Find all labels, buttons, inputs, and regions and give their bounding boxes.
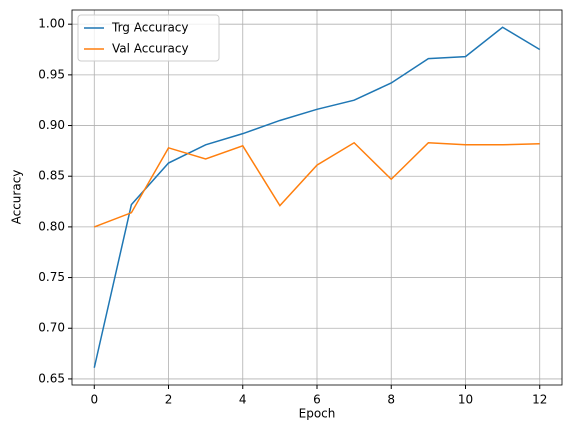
y-tick-label: 0.80 [38, 219, 65, 233]
x-tick-label: 2 [165, 393, 173, 407]
series-line [93, 26, 541, 368]
y-tick-label: 0.75 [38, 270, 65, 284]
y-tick-label: 0.85 [38, 169, 65, 183]
x-tick-label: 4 [239, 393, 247, 407]
y-tick-label: 0.70 [38, 321, 65, 335]
y-tick-label: 1.00 [38, 17, 65, 31]
y-axis-label: Accuracy [10, 170, 24, 225]
x-tick-label: 8 [387, 393, 395, 407]
legend-label: Trg Accuracy [111, 21, 189, 35]
x-tick-label: 6 [313, 393, 321, 407]
legend-label: Val Accuracy [112, 42, 189, 56]
y-tick-label: 0.65 [38, 371, 65, 385]
series-line [94, 141, 540, 228]
legend-box [77, 14, 220, 62]
y-tick-label: 0.95 [38, 67, 65, 81]
x-axis-label: Epoch [299, 407, 336, 421]
x-tick-label: 10 [458, 393, 473, 407]
plot-frame [71, 9, 563, 386]
x-tick-label: 0 [90, 393, 98, 407]
y-tick-label: 0.90 [38, 118, 65, 132]
x-tick-label: 12 [532, 393, 547, 407]
